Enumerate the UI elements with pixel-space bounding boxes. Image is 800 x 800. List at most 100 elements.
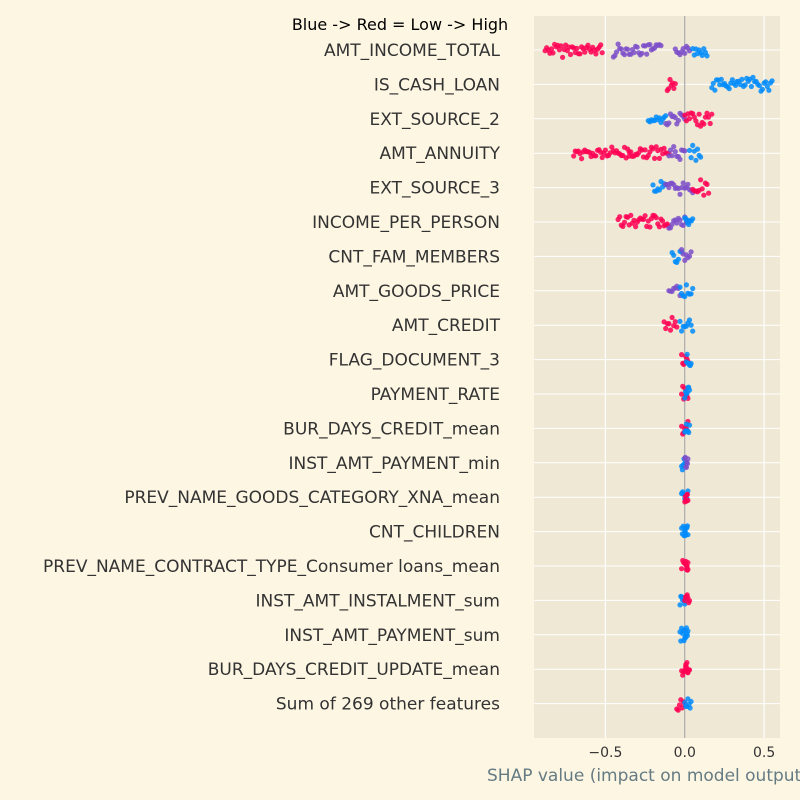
shap-point <box>701 192 707 198</box>
shap-point <box>685 497 691 503</box>
shap-point <box>666 321 672 327</box>
shap-point <box>621 219 628 225</box>
shap-point <box>759 86 766 92</box>
feature-label: CNT_FAM_MEMBERS <box>328 247 500 267</box>
shap-point <box>666 120 672 126</box>
shap-point <box>682 50 688 56</box>
shap-point <box>688 322 694 328</box>
shap-point <box>686 147 693 153</box>
shap-point <box>663 325 669 332</box>
shap-point <box>634 44 640 50</box>
shap-point <box>706 190 712 196</box>
shap-point <box>688 249 694 255</box>
shap-point <box>560 54 566 60</box>
shap-point <box>769 78 775 84</box>
shap-point <box>696 111 702 117</box>
shap-point <box>599 154 605 161</box>
shap-point <box>685 566 691 573</box>
shap-point <box>631 50 637 56</box>
shap-point <box>698 154 704 160</box>
shap-point <box>660 218 666 224</box>
shap-point <box>704 53 710 59</box>
feature-label: BUR_DAYS_CREDIT_mean <box>283 419 500 439</box>
shap-point <box>682 395 688 401</box>
feature-label: Sum of 269 other features <box>276 695 500 715</box>
x-axis-label: SHAP value (impact on model output) <box>487 766 800 786</box>
shap-point <box>679 391 685 397</box>
shap-point <box>688 291 694 297</box>
shap-point <box>684 461 691 467</box>
shap-point <box>718 76 724 82</box>
shap-point <box>582 49 588 55</box>
shap-point <box>650 182 656 188</box>
shap-point <box>656 187 663 193</box>
shap-point <box>677 284 683 290</box>
shap-point <box>707 120 713 127</box>
shap-point <box>598 42 604 48</box>
shap-point <box>602 147 609 153</box>
shap-point <box>672 319 678 325</box>
shap-point <box>671 144 677 150</box>
shap-point <box>742 82 748 88</box>
shap-point <box>679 247 685 253</box>
shap-point <box>698 177 704 183</box>
shap-point <box>642 213 648 219</box>
shap-point <box>647 42 653 48</box>
shap-point <box>686 221 692 228</box>
shap-point <box>685 181 691 187</box>
shap-point <box>669 153 675 159</box>
shap-point <box>693 157 699 163</box>
shap-point <box>704 181 710 187</box>
shap-point <box>686 253 693 259</box>
shap-point <box>683 558 689 565</box>
feature-label: PREV_NAME_GOODS_CATEGORY_XNA_mean <box>124 488 500 508</box>
shap-point <box>684 632 691 639</box>
shap-point <box>574 45 580 52</box>
feature-label: EXT_SOURCE_2 <box>370 110 500 130</box>
feature-label: CNT_CHILDREN <box>369 523 500 543</box>
shap-point <box>567 51 574 58</box>
shap-point <box>679 566 685 572</box>
shap-point <box>658 43 664 49</box>
shap-point <box>693 118 699 124</box>
feature-label: INST_AMT_PAYMENT_sum <box>284 626 500 646</box>
shap-point <box>686 116 693 122</box>
feature-label: INCOME_PER_PERSON <box>312 213 500 233</box>
shap-point <box>593 51 599 57</box>
shap-point <box>669 314 675 321</box>
shap-point <box>685 532 691 538</box>
shap-point <box>656 224 663 230</box>
shap-point <box>750 74 756 80</box>
shap-point <box>652 155 658 161</box>
shap-point <box>671 252 677 258</box>
shap-point <box>684 660 690 666</box>
shap-point <box>680 222 686 228</box>
x-tick-label: −0.5 <box>588 745 622 761</box>
shap-point <box>688 360 694 367</box>
shap-point <box>618 46 624 52</box>
shap-point <box>666 184 672 191</box>
shap-point <box>585 42 591 48</box>
shap-point <box>677 318 683 324</box>
shap-point <box>766 87 772 93</box>
shap-point <box>763 79 769 85</box>
shap-point <box>672 149 678 155</box>
shap-point <box>679 328 685 334</box>
feature-label: AMT_INCOME_TOTAL <box>324 41 501 61</box>
shap-point <box>690 285 696 292</box>
feature-label: INST_AMT_PAYMENT_min <box>288 454 500 474</box>
shap-point <box>748 83 755 90</box>
shap-point <box>667 147 674 153</box>
shap-point <box>686 317 693 323</box>
shap-point <box>677 217 683 223</box>
feature-label: FLAG_DOCUMENT_3 <box>329 351 500 371</box>
shap-point <box>684 491 691 497</box>
feature-label: PREV_NAME_CONTRACT_TYPE_Consumer loans_m… <box>43 557 500 577</box>
feature-label: AMT_CREDIT <box>392 316 501 336</box>
shap-point <box>647 224 653 230</box>
shap-point <box>653 215 659 221</box>
feature-labels: AMT_INCOME_TOTAL IS_CASH_LOAN EXT_SOURCE_2… <box>43 41 501 715</box>
shap-point <box>699 186 705 192</box>
shap-point <box>675 256 682 262</box>
shap-point <box>690 142 696 148</box>
